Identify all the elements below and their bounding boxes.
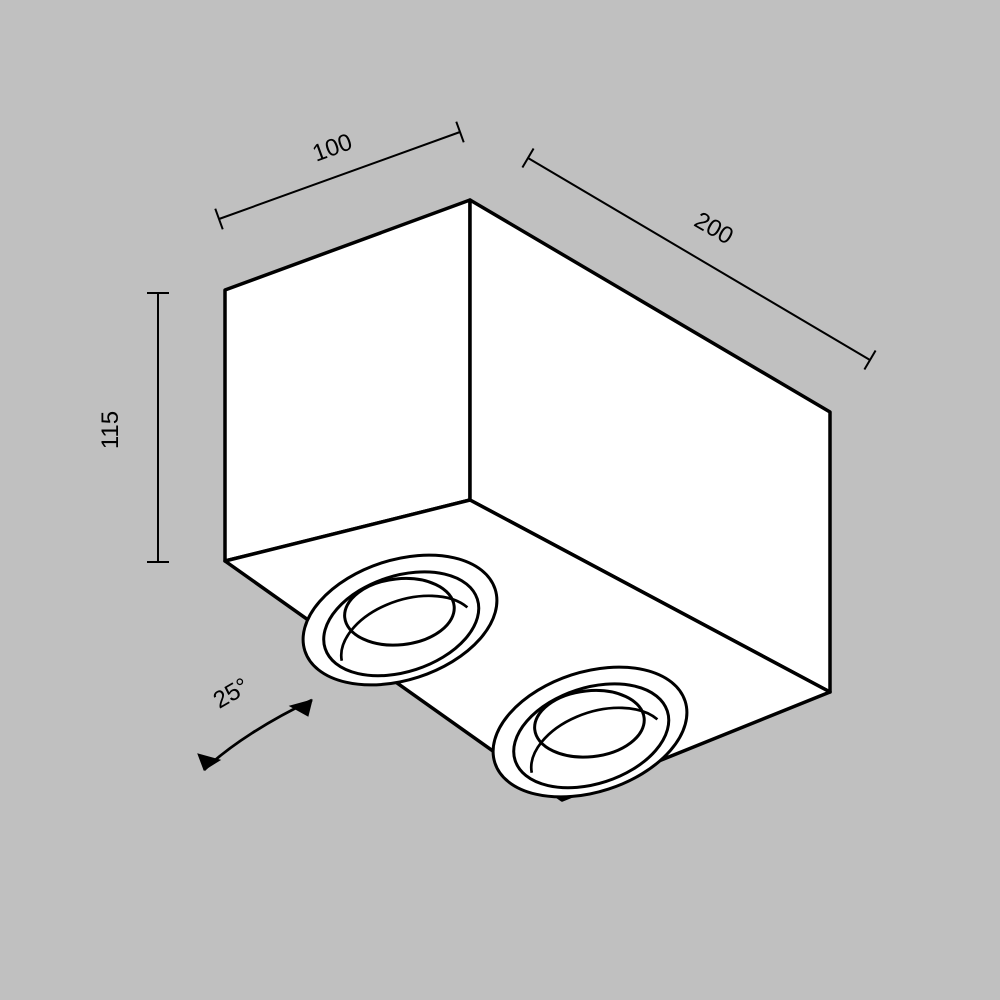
technical-drawing: 100 200 115 25° — [0, 0, 1000, 1000]
dimension-height-label: 115 — [97, 411, 124, 449]
